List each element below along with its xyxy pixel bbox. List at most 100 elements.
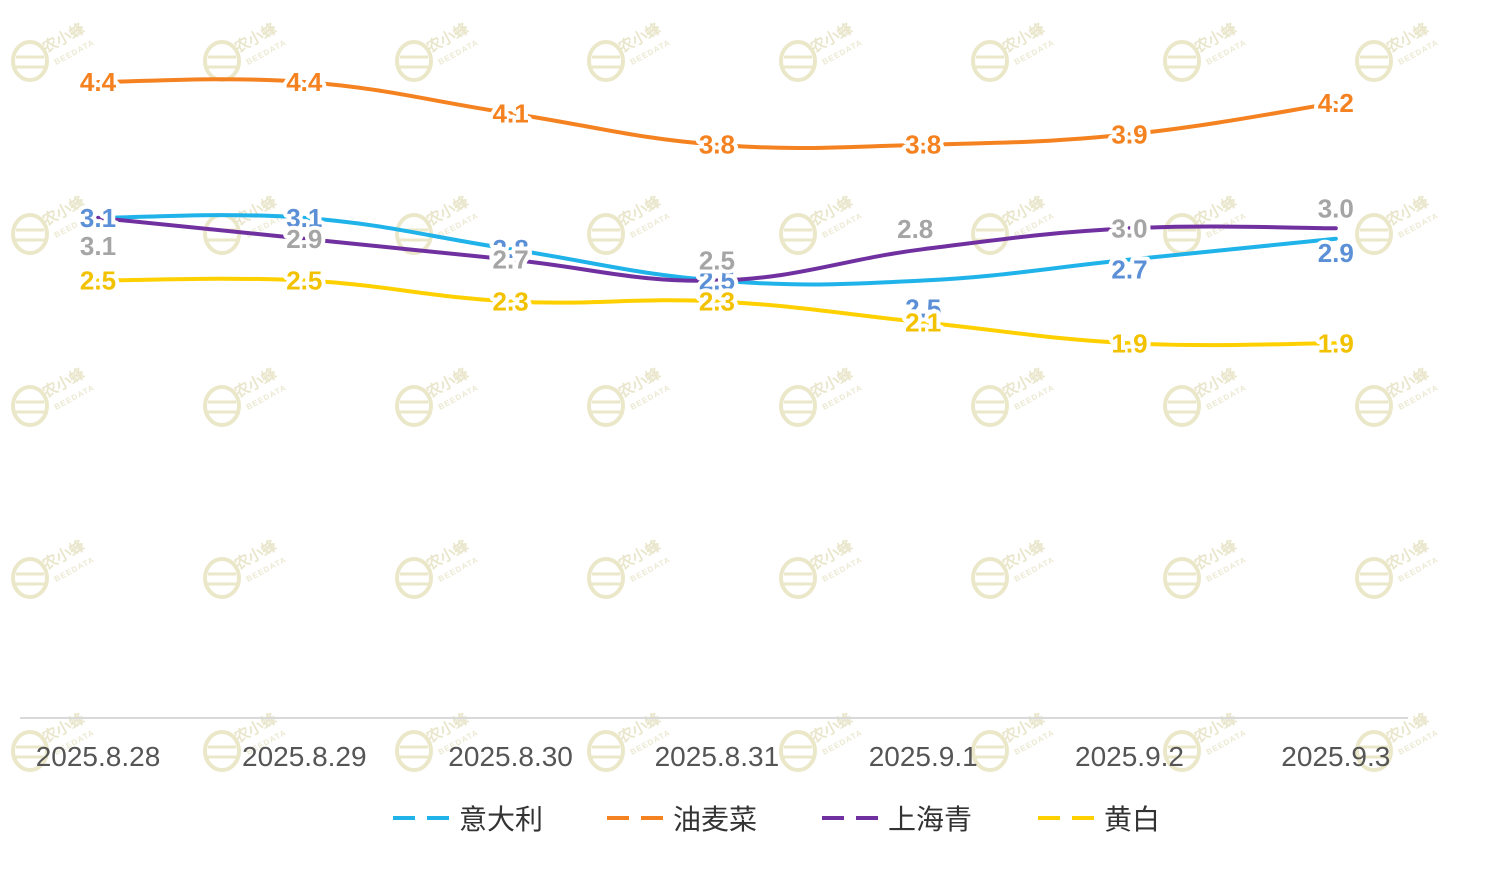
data-label-halo: 3.1 [286, 203, 322, 233]
data-label: 3.8 [905, 130, 941, 160]
data-label-halo: 3.0 [1318, 193, 1354, 223]
data-label-halo: 3.1 [80, 203, 116, 233]
legend-item[interactable]: 油麦菜 [607, 804, 757, 835]
legend-label: 上海青 [888, 804, 972, 835]
data-label: 4.2 [1318, 88, 1354, 118]
data-label: 2.5 [905, 294, 941, 324]
data-label: 3.1 [286, 203, 322, 233]
data-label: 2.3 [699, 286, 735, 316]
data-label: 2.5 [699, 266, 735, 296]
data-label: 3.8 [699, 130, 735, 160]
data-label-halo: 2.3 [493, 286, 529, 316]
x-tick-label: 2025.9.2 [1075, 741, 1184, 772]
series-line-3 [96, 215, 1338, 283]
legend-label: 黄白 [1104, 804, 1160, 835]
series-line-2 [96, 77, 1338, 151]
data-label: 1.9 [1318, 328, 1354, 358]
legend-label: 油麦菜 [673, 804, 757, 835]
legend-item[interactable]: 意大利 [393, 804, 543, 835]
data-label: 2.1 [905, 307, 941, 337]
data-label: 3.9 [1111, 119, 1147, 149]
data-label-halo: 3.8 [699, 130, 735, 160]
data-label: 2.7 [1111, 255, 1147, 285]
data-label: 3.1 [80, 203, 116, 233]
data-label-halo: 2.5 [699, 266, 735, 296]
data-label-halo: 4.2 [1318, 88, 1354, 118]
data-label-halo: 4.4 [286, 67, 323, 97]
data-label-halo: 3.0 [1111, 213, 1147, 243]
x-tick-label: 2025.8.30 [448, 741, 573, 772]
x-tick-label: 2025.9.3 [1281, 741, 1390, 772]
legend: 意大利 油麦菜 上海青 黄白 [393, 804, 1160, 835]
data-label-halo: 2.9 [1318, 238, 1354, 268]
data-label: 3.0 [1111, 213, 1147, 243]
data-label: 4.4 [286, 67, 323, 97]
data-label: 2.5 [286, 266, 322, 296]
x-tick-label: 2025.8.31 [655, 741, 780, 772]
data-label: 2.5 [699, 246, 735, 276]
data-label: 2.5 [80, 266, 116, 296]
data-label: 2.8 [897, 214, 933, 244]
x-tick-label: 2025.8.28 [36, 741, 161, 772]
legend-item[interactable]: 黄白 [1038, 804, 1160, 835]
data-label-halo: 2.8 [897, 214, 933, 244]
series-lines [96, 77, 1338, 348]
data-label-halo: 2.3 [699, 286, 735, 316]
data-label-halo: 3.9 [1111, 119, 1147, 149]
data-label: 4.4 [80, 67, 117, 97]
series-line-4 [96, 276, 1338, 348]
data-label: 3.0 [1318, 193, 1354, 223]
data-label-halo: 2.7 [493, 245, 529, 275]
data-label-halo: 2.9 [286, 224, 322, 254]
data-label-halo: 1.9 [1318, 328, 1354, 358]
x-tick-label: 2025.9.1 [869, 741, 978, 772]
data-label: 2.9 [1318, 238, 1354, 268]
data-label-halo: 2.7 [1111, 255, 1147, 285]
legend-item[interactable]: 上海青 [822, 804, 972, 835]
data-label: 2.8 [493, 234, 529, 264]
data-label: 2.7 [493, 245, 529, 275]
x-axis-tick-labels: 2025.8.28 2025.8.29 2025.8.30 2025.8.31 2025… [36, 741, 1391, 772]
x-tick-label: 2025.8.29 [242, 741, 367, 772]
data-label-halo: 4.4 [80, 67, 117, 97]
data-label-halo: 3.1 [80, 231, 116, 261]
data-label-halo: 2.1 [905, 307, 941, 337]
data-labels: 3.13.1 3.13.12.82.82.52.52.52.52.72.72.92… [76, 63, 1358, 362]
data-label-halo: 2.5 [905, 294, 941, 324]
data-label-halo: 4.1 [493, 98, 529, 128]
legend-label: 意大利 [459, 804, 543, 835]
data-label-halo: 2.5 [286, 266, 322, 296]
data-label-halo: 2.5 [699, 246, 735, 276]
data-label: 2.3 [493, 286, 529, 316]
data-label: 4.1 [493, 98, 529, 128]
data-label-halo: 2.5 [80, 266, 116, 296]
data-label: 2.9 [286, 224, 322, 254]
data-label-halo: 1.9 [1111, 328, 1147, 358]
